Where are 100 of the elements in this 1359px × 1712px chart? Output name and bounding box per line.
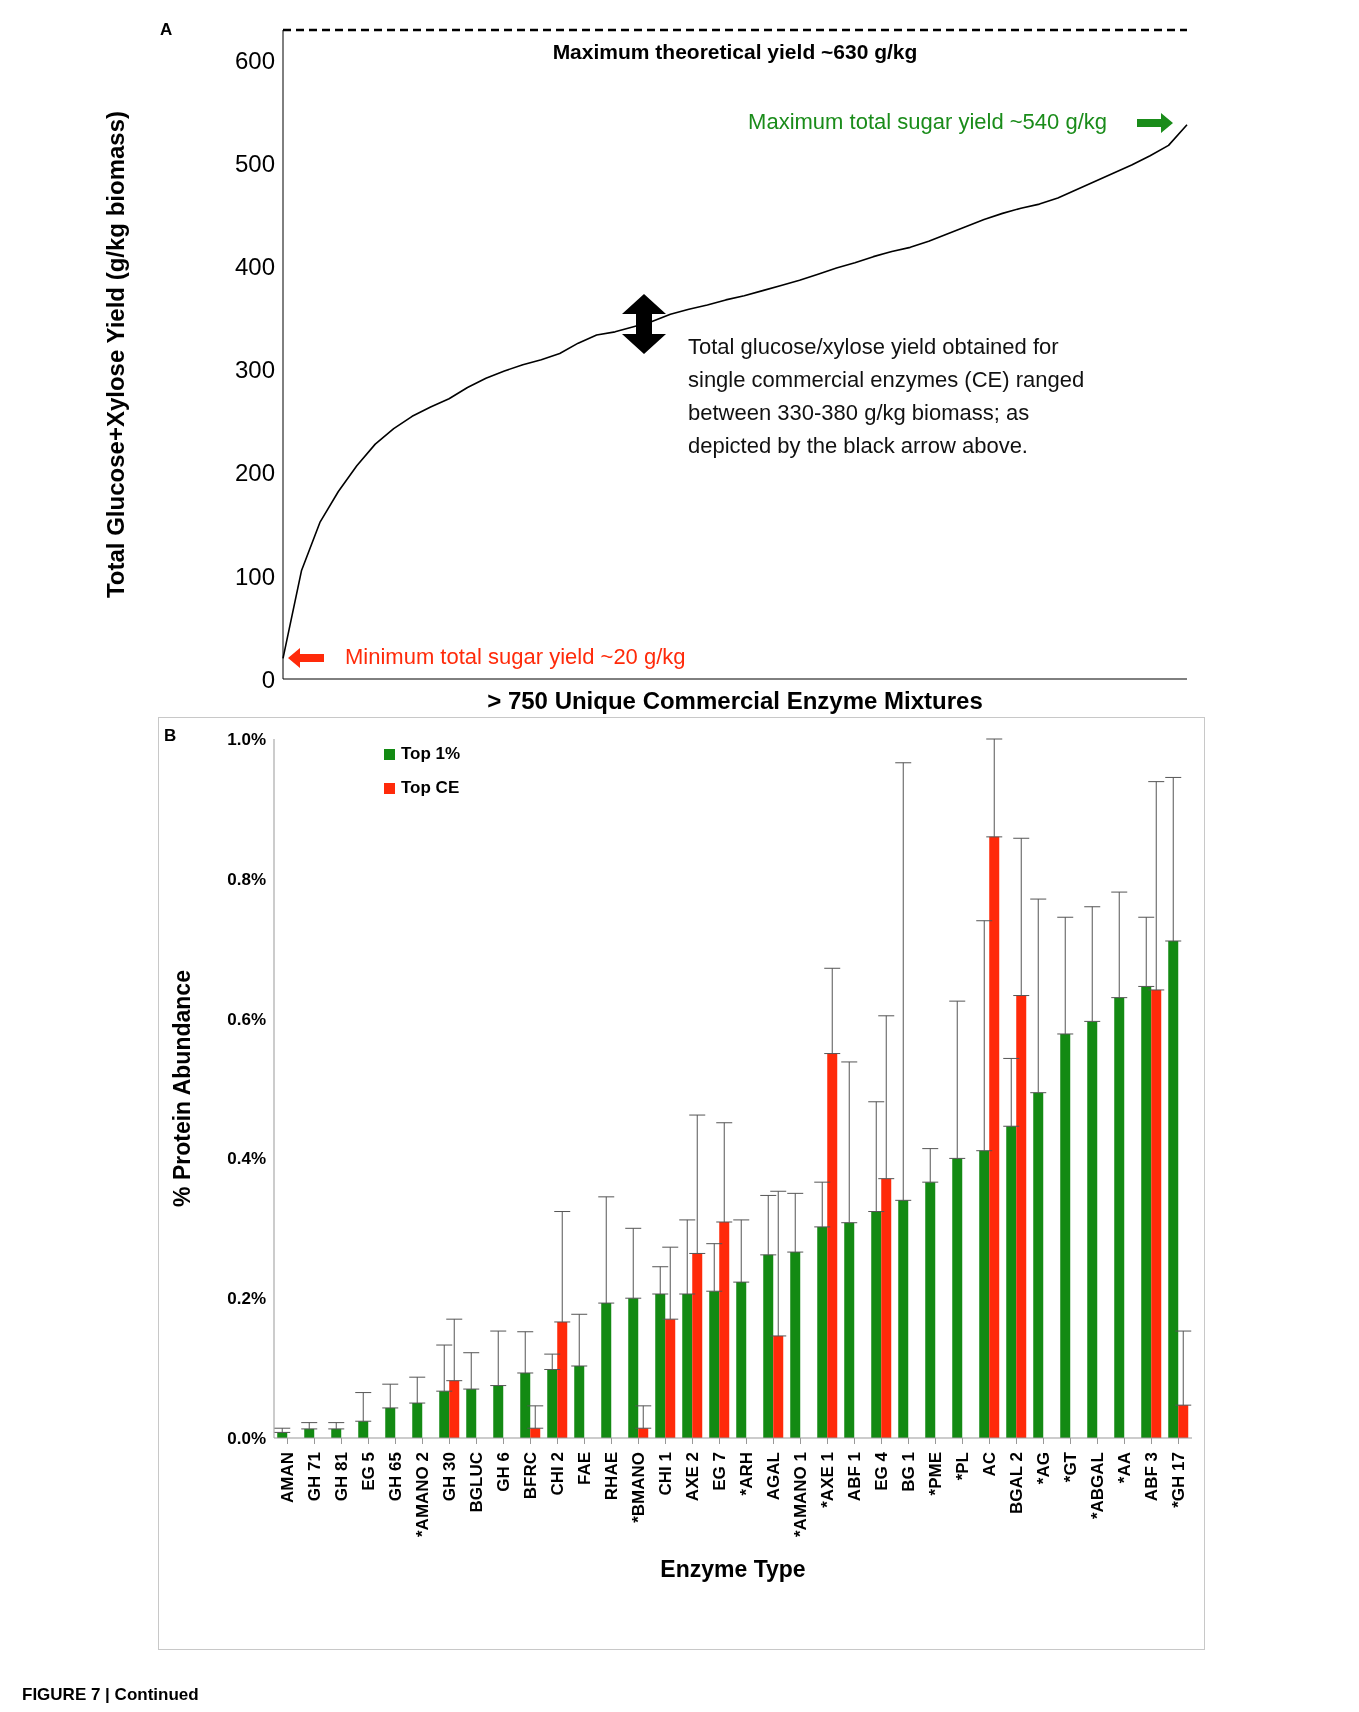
bar [655, 1294, 666, 1438]
x-tick-label: FAE [575, 1452, 594, 1486]
bar [385, 1407, 396, 1438]
bar [1114, 997, 1125, 1438]
x-tick-label: *PME [926, 1452, 945, 1496]
legend-label: Top CE [400, 778, 461, 798]
caption: FIGURE 7 | Continued [22, 1685, 199, 1705]
bar [773, 1335, 784, 1438]
y-tick-label: 1.0% [227, 730, 266, 750]
bar [547, 1369, 558, 1438]
bar [692, 1253, 703, 1438]
y-tick-label: 0.2% [227, 1289, 266, 1309]
bar [466, 1389, 477, 1438]
y-tick-label: 400 [234, 253, 275, 281]
chart-title: B [164, 726, 177, 746]
x-tick-label: ABF 1 [845, 1452, 864, 1502]
bar [898, 1200, 909, 1438]
annotation: Maximum total sugar yield ~540 g/kg [748, 108, 1107, 135]
bar [817, 1226, 828, 1438]
bar [449, 1380, 460, 1438]
bar [1141, 986, 1152, 1438]
bar [574, 1366, 585, 1438]
y-tick-label: 0 [261, 665, 275, 693]
bar [601, 1303, 612, 1438]
bar [493, 1385, 504, 1438]
x-tick-label: AGAL [764, 1452, 783, 1501]
x-tick-label: ABF 3 [1142, 1452, 1161, 1502]
x-tick-label: *AG [1034, 1452, 1053, 1485]
x-tick-label: *GT [1061, 1451, 1080, 1483]
x-tick-label: *AMANO 1 [791, 1452, 810, 1538]
x-tick-label: CHI 2 [548, 1452, 567, 1496]
x-tick-label: EG 5 [359, 1452, 378, 1491]
bar [1151, 989, 1162, 1438]
x-tick-label: GH 65 [386, 1452, 405, 1502]
y-tick-label: 0.0% [227, 1429, 266, 1449]
bar [709, 1291, 720, 1438]
x-tick-label: *PL [953, 1452, 972, 1481]
bar [682, 1294, 693, 1438]
x-tick-label: *BMANO [629, 1452, 648, 1523]
bar [1060, 1033, 1071, 1438]
bar [952, 1158, 963, 1438]
x-tick-label: AXE 2 [683, 1452, 702, 1502]
y-tick-label: 0.8% [227, 869, 266, 889]
ref-line-label: Maximum theoretical yield ~630 g/kg [552, 39, 918, 63]
x-tick-label: *AA [1115, 1452, 1134, 1484]
bar [925, 1182, 936, 1438]
x-tick-label: BGAL 2 [1007, 1452, 1026, 1515]
bar [520, 1372, 531, 1438]
x-tick-label: GH 81 [332, 1452, 351, 1502]
bar [719, 1222, 730, 1438]
y-tick-label: 600 [234, 47, 275, 75]
bar [1087, 1021, 1098, 1438]
x-tick-label: *ARH [737, 1452, 756, 1496]
bar [1168, 941, 1179, 1438]
bar [557, 1321, 568, 1438]
x-tick-label: BG 1 [899, 1452, 918, 1492]
bar [979, 1150, 990, 1438]
bar [665, 1319, 676, 1438]
bar [844, 1222, 855, 1438]
x-tick-label: CHI 1 [656, 1452, 675, 1496]
x-tick-label: *AXE 1 [818, 1452, 837, 1508]
x-tick-label: BFRC [521, 1452, 540, 1500]
x-tick-label: GH 71 [305, 1452, 324, 1502]
bar [827, 1053, 838, 1438]
x-axis-title: > 750 Unique Commercial Enzyme Mixtures [487, 687, 983, 714]
x-axis-title: Enzyme Type [660, 1556, 806, 1582]
bar [1006, 1126, 1017, 1438]
y-tick-label: 500 [234, 150, 275, 178]
x-tick-label: *AMANO 2 [413, 1452, 432, 1538]
bar [763, 1254, 774, 1438]
y-tick-label: 200 [234, 459, 275, 487]
y-axis-title: % Protein Abundance [169, 970, 196, 1207]
y-tick-label: 0.4% [227, 1149, 266, 1169]
annotation: Minimum total sugar yield ~20 g/kg [345, 644, 686, 671]
bar [790, 1252, 801, 1438]
x-tick-label: EG 4 [872, 1451, 891, 1491]
chart-title: A [160, 20, 173, 40]
bar [1178, 1405, 1189, 1438]
legend-label: Top 1% [400, 744, 462, 764]
bar [1016, 995, 1027, 1438]
x-tick-label: RHAE [602, 1452, 621, 1501]
x-tick-label: AC [980, 1452, 999, 1477]
x-tick-label: BGLUC [467, 1452, 486, 1513]
y-tick-label: 0.6% [227, 1009, 266, 1029]
y-axis-title: Total Glucose+Xylose Yield (g/kg biomass) [101, 110, 129, 599]
y-tick-label: 300 [234, 356, 275, 384]
x-tick-label: EG 7 [710, 1452, 729, 1491]
x-tick-label: GH 30 [440, 1452, 459, 1502]
annotation: Total glucose/xylose yield obtained for single commercial enzymes (CE) ranged between 330-380 g/kg biomass; as depicted by the black arrow above. [688, 333, 1086, 460]
y-tick-label: 100 [234, 562, 275, 590]
x-tick-label: *GH 17 [1169, 1452, 1188, 1508]
bar [1033, 1092, 1044, 1438]
bar [989, 836, 1000, 1438]
x-tick-label: GH 6 [494, 1452, 513, 1492]
bar [736, 1282, 747, 1438]
x-tick-label: AMAN [278, 1452, 297, 1503]
bar [439, 1391, 450, 1438]
bar [628, 1298, 639, 1438]
bar [881, 1178, 892, 1438]
x-tick-label: *ABGAL [1088, 1452, 1107, 1520]
